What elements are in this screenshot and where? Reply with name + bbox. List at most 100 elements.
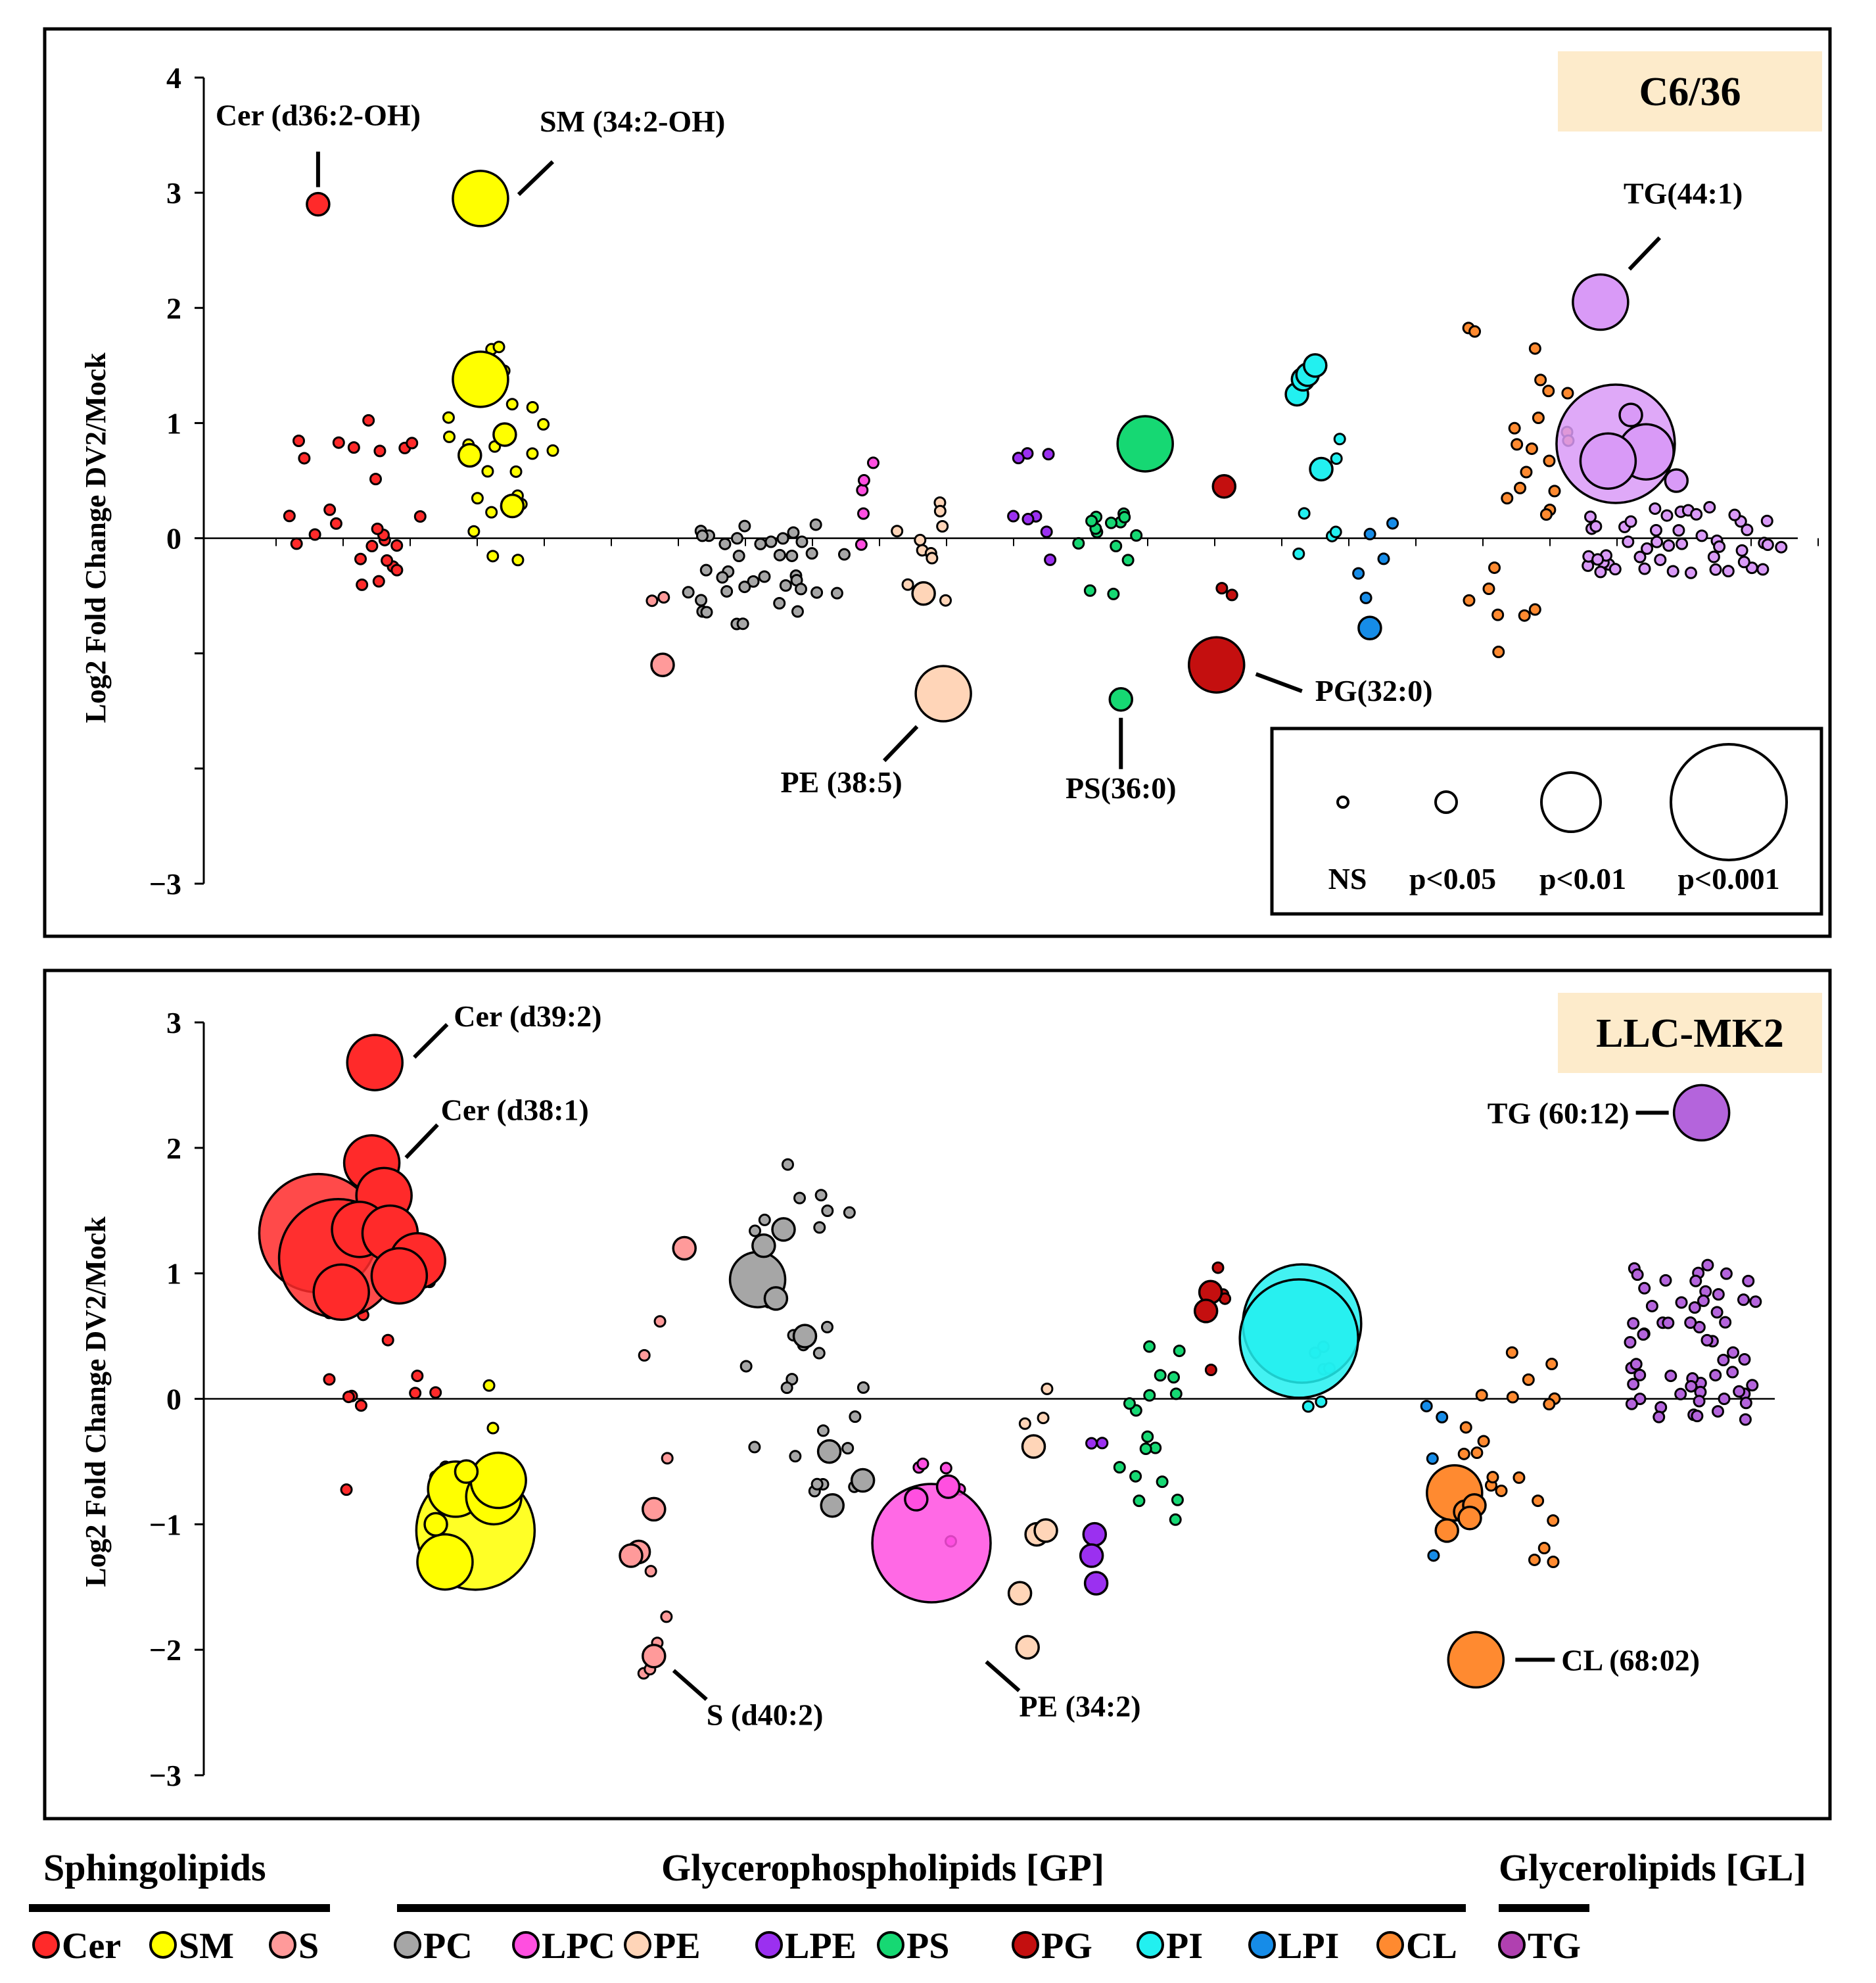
- point-ns-tg: [1684, 566, 1697, 579]
- point-cer: [346, 1034, 404, 1091]
- point-ns-tg: [1727, 1346, 1740, 1359]
- point-ns-ps: [1169, 1513, 1182, 1526]
- point-cl: [1434, 1518, 1459, 1543]
- legend-key-cl-label: CL: [1406, 1926, 1457, 1967]
- point-ns-tg: [1624, 515, 1637, 528]
- annotation-label: CL (68:02): [1561, 1643, 1700, 1677]
- annotation-label: PE (38:5): [781, 765, 903, 799]
- legend-p01-label: p<0.01: [1539, 862, 1626, 896]
- panel-llcmk2-title: LLC-MK2: [1596, 1011, 1784, 1056]
- point-ns-tg: [1685, 1379, 1698, 1393]
- point-pg: [1211, 474, 1237, 499]
- point-ns-cer: [390, 539, 404, 552]
- point-ns-tg: [1735, 544, 1748, 557]
- point-ns-pc: [843, 1206, 856, 1219]
- annotation-leader: [672, 1669, 708, 1701]
- point-ns-cl: [1492, 646, 1505, 659]
- annotation-label: Cer (d38:1): [441, 1093, 589, 1127]
- point-ns-tg: [1756, 563, 1770, 576]
- point-ns-tg: [1654, 553, 1667, 566]
- point-ns-pi: [1292, 547, 1305, 560]
- point-ns-tg: [1709, 563, 1722, 576]
- point-ns-cl: [1547, 1556, 1560, 1569]
- y-tick-label: 1: [166, 406, 181, 440]
- point-ns-ps: [1133, 1494, 1146, 1508]
- point-cer: [306, 191, 331, 217]
- point-ns-lpc: [857, 507, 870, 520]
- point-ns-cl: [1506, 1391, 1519, 1404]
- point-ns-lpi: [1377, 552, 1390, 565]
- point-cl: [1447, 1631, 1505, 1689]
- point-ns-cer: [342, 1391, 355, 1404]
- class-keys: Cer SM S PC LPC PE LPE PS PG PI LPI CL TG: [32, 1926, 1581, 1967]
- point-ns-pc: [795, 583, 808, 596]
- point-ns-pc: [813, 1221, 826, 1234]
- point-sm: [500, 493, 525, 519]
- annotation-leader: [985, 1660, 1021, 1692]
- legend-key-pe-label: PE: [653, 1926, 701, 1967]
- point-tg: [1672, 1084, 1731, 1142]
- point-ns-cer: [293, 435, 306, 448]
- point-ns-cl: [1501, 492, 1514, 505]
- point-ns-pc: [695, 529, 709, 542]
- point-ns-ps: [1118, 511, 1131, 524]
- point-ns-tg: [1697, 1294, 1710, 1307]
- point-ns-ps: [1130, 529, 1143, 542]
- point-ns-cer: [354, 1399, 367, 1412]
- point-ns-pi: [1329, 525, 1342, 538]
- point-pc: [816, 1439, 842, 1464]
- point-ns-tg: [1676, 537, 1689, 550]
- point-ns-tg: [1589, 520, 1603, 533]
- y-tick-label: 2: [166, 1132, 181, 1165]
- group-glycerolipids: Glycerolipids [GL]: [1499, 1846, 1806, 1889]
- point-ns-lpi: [1426, 1452, 1439, 1465]
- point-ns-ps: [1107, 587, 1120, 600]
- point-ns-pc: [732, 550, 745, 563]
- point-ns-cer: [347, 441, 360, 454]
- point-ns-cl: [1468, 325, 1482, 338]
- point-ns-cl: [1561, 387, 1574, 400]
- point-ns-cl: [1528, 603, 1541, 616]
- point-ns-ps: [1143, 1389, 1156, 1402]
- point-ns-cer: [369, 473, 383, 486]
- point-ns-cl: [1514, 481, 1527, 494]
- point-tg: [1664, 468, 1689, 493]
- point-ns-cl: [1539, 508, 1553, 521]
- point-ns-tg: [1627, 1377, 1640, 1391]
- point-ns-pc: [720, 585, 734, 598]
- point-ns-cer: [323, 1373, 336, 1386]
- point-ns-tg: [1722, 565, 1735, 578]
- point-ns-tg: [1675, 1296, 1688, 1309]
- point-lpe: [1083, 1571, 1109, 1596]
- point-ns-cer: [372, 575, 385, 588]
- point-ns-tg: [1737, 1293, 1750, 1306]
- point-ns-pc: [749, 1224, 762, 1237]
- point-ns-tg: [1742, 1274, 1755, 1287]
- y-tick-label: 3: [166, 1006, 181, 1039]
- panel-c636-title-box: [1558, 51, 1822, 131]
- significance-legend: NS p<0.05 p<0.01 p<0.001: [1270, 727, 1823, 916]
- point-s: [642, 1643, 667, 1669]
- point-ns-pe: [939, 594, 952, 607]
- point-lpc: [904, 1487, 929, 1512]
- legend-key-ps-marker: [877, 1931, 904, 1959]
- point-ns-sm: [486, 1422, 500, 1435]
- point-ns-pc: [791, 605, 804, 618]
- point-ns-cer: [290, 537, 303, 550]
- legend-key-pi-label: PI: [1166, 1926, 1203, 1967]
- point-ns-pe: [936, 519, 949, 533]
- point-ns-lpi: [1363, 527, 1376, 540]
- point-ns-tg: [1726, 1366, 1739, 1379]
- point-ns-sm: [486, 550, 500, 563]
- point-ns-lpi: [1427, 1549, 1440, 1562]
- point-sm: [457, 442, 482, 468]
- legend-p05-circle: [1434, 790, 1458, 814]
- point-ns-cl: [1463, 594, 1476, 607]
- point-ns-tg: [1703, 500, 1716, 514]
- point-ns-tg: [1737, 556, 1750, 569]
- legend-key-pc-label: PC: [423, 1926, 473, 1967]
- point-ns-sm: [485, 506, 498, 519]
- point-ns-tg: [1662, 1316, 1675, 1329]
- point-pi: [1238, 1278, 1359, 1399]
- point-pc: [763, 1286, 789, 1311]
